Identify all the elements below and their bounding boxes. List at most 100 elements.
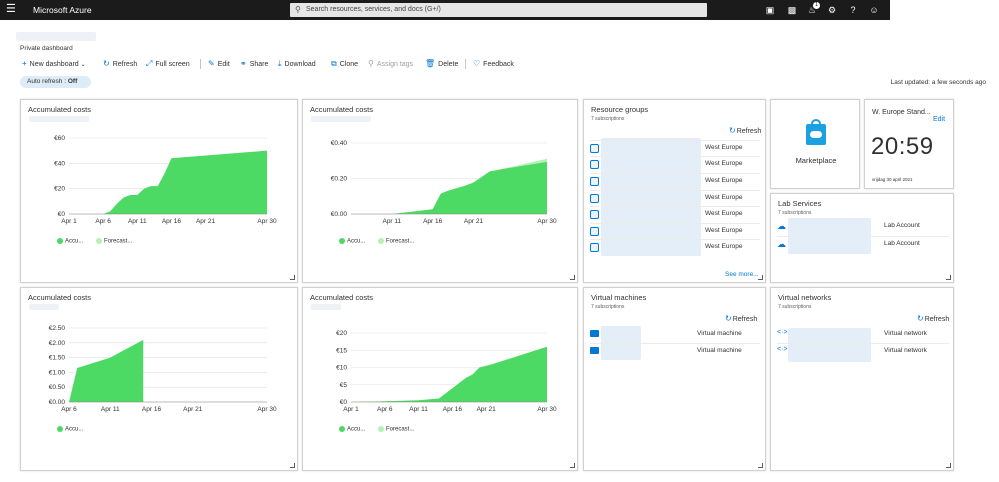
list-item[interactable]: West Europe: [590, 223, 760, 238]
toolbar-divider: [200, 59, 201, 69]
legend-actual[interactable]: Accu...: [57, 426, 83, 433]
new-dashboard-button[interactable]: + New dashboard ⌄: [22, 59, 86, 68]
list-item[interactable]: ☁ Lab Account: [777, 221, 920, 231]
clock-tile[interactable]: W. Europe Stand... Edit 20:59 vrijdag 30…: [864, 99, 954, 189]
legend-forecast[interactable]: Forecast...: [96, 238, 132, 245]
resize-handle[interactable]: [570, 275, 575, 280]
actual-area: [69, 150, 267, 214]
y-tick-label: €0.40: [331, 140, 348, 147]
scope-redacted: [311, 304, 341, 310]
tile-title: Virtual networks: [778, 293, 832, 302]
refresh-button[interactable]: ↻Refresh: [729, 126, 762, 135]
resize-handle[interactable]: [290, 275, 295, 280]
virtual-network-icon: <·>: [777, 329, 788, 336]
brand-title[interactable]: Microsoft Azure: [33, 5, 92, 15]
resource-group-icon: [590, 177, 599, 186]
y-tick-label: €2.50: [49, 325, 66, 332]
list-item[interactable]: West Europe: [590, 140, 760, 155]
search-placeholder: Search resources, services, and docs (G+…: [306, 6, 441, 13]
list-item[interactable]: <·> Virtual network: [777, 329, 927, 337]
y-tick-label: €1.00: [49, 369, 66, 376]
cost-tile-3[interactable]: Accumulated costs €2.50 €2.00 €1.50 €1.00 €0…: [20, 287, 298, 471]
y-tick-label: €0: [340, 399, 348, 406]
x-tick-label: Apr 21: [183, 406, 203, 413]
lab-services-tile[interactable]: Lab Services 7 subscriptions ☁ Lab Accoun…: [770, 193, 954, 283]
y-tick-label: €2.00: [49, 340, 66, 347]
list-item[interactable]: West Europe: [590, 173, 760, 188]
settings-icon[interactable]: ⚙: [827, 5, 837, 15]
resize-handle[interactable]: [946, 463, 951, 468]
legend-forecast[interactable]: Forecast...: [378, 426, 414, 433]
refresh-button[interactable]: ↻Refresh: [103, 59, 138, 68]
auto-refresh-toggle[interactable]: Auto refresh : Off: [20, 76, 91, 88]
actual-swatch: [57, 238, 63, 244]
see-more-link[interactable]: See more...: [725, 271, 759, 278]
x-tick-label: Apr 6: [95, 218, 111, 225]
resize-handle[interactable]: [758, 463, 763, 468]
list-item[interactable]: <·> Virtual network: [777, 343, 949, 358]
marketplace-label: Marketplace: [795, 156, 837, 165]
resource-groups-tile[interactable]: Resource groups 7 subscriptions ↻Refresh…: [583, 99, 766, 283]
notifications-icon[interactable]: ♨: [807, 5, 817, 15]
y-tick-label: €1.50: [49, 355, 66, 362]
cost-tile-4[interactable]: Accumulated costs €20 €15 €10 €5 €0 Apr 1 Apr …: [302, 287, 578, 471]
list-item[interactable]: West Europe: [590, 156, 760, 171]
legend-forecast[interactable]: Forecast...: [378, 238, 414, 245]
refresh-icon: ↻: [917, 314, 924, 323]
list-item[interactable]: West Europe: [590, 190, 760, 205]
cost-tile-2[interactable]: Accumulated costs €0.40 €0.20 €0.00 Apr 11 A…: [302, 99, 578, 283]
edit-button[interactable]: ✎ Edit: [208, 59, 230, 68]
search-input[interactable]: ⚲ Search resources, services, and docs (…: [290, 3, 707, 17]
actual-swatch: [57, 426, 63, 432]
refresh-button[interactable]: ↻Refresh: [725, 314, 758, 323]
y-tick-label: €0.00: [49, 399, 66, 406]
full-screen-button[interactable]: ⤢ Full screen: [146, 59, 190, 68]
list-item[interactable]: Virtual machine: [590, 343, 760, 358]
cost-tile-1[interactable]: Accumulated costs €60 €40 €20 €0 Apr 1 Apr 6 A…: [20, 99, 298, 283]
refresh-icon: ↻: [729, 126, 736, 135]
resource-group-icon: [590, 160, 599, 169]
legend-actual[interactable]: Accu...: [339, 238, 365, 245]
timezone-label: W. Europe Stand...: [872, 109, 931, 116]
tile-title: Accumulated costs: [28, 105, 91, 114]
resize-handle[interactable]: [290, 463, 295, 468]
share-button[interactable]: ⚭ Share: [240, 59, 269, 68]
resize-handle[interactable]: [570, 463, 575, 468]
y-tick-label: €0.50: [49, 384, 66, 391]
y-tick-label: €20: [336, 330, 347, 337]
list-item[interactable]: West Europe: [590, 206, 760, 221]
hamburger-icon[interactable]: ☰: [6, 3, 16, 15]
help-icon[interactable]: ?: [850, 5, 856, 15]
delete-button[interactable]: 🗑 Delete: [425, 59, 459, 68]
virtual-networks-tile[interactable]: Virtual networks 7 subscriptions ↻Refres…: [770, 287, 954, 471]
list-item[interactable]: West Europe: [590, 239, 760, 254]
resize-handle[interactable]: [946, 275, 951, 280]
x-tick-label: Apr 11: [128, 218, 147, 225]
cloud-shell-icon[interactable]: ▣: [765, 5, 775, 15]
assign-tags-button[interactable]: ⚲ Assign tags: [368, 59, 414, 68]
chevron-down-icon: ⌄: [80, 62, 86, 68]
list-item[interactable]: ☁ Lab Account: [777, 236, 949, 251]
search-icon: ⚲: [295, 5, 301, 14]
legend-actual[interactable]: Accu...: [339, 426, 365, 433]
edit-link[interactable]: Edit: [933, 116, 946, 123]
resize-handle[interactable]: [758, 275, 763, 280]
feedback-button[interactable]: ♡ Feedback: [473, 59, 514, 68]
refresh-button[interactable]: ↻Refresh: [917, 314, 950, 323]
marketplace-tile[interactable]: Marketplace: [770, 99, 860, 189]
resource-group-icon: [590, 227, 599, 236]
clone-button[interactable]: ⧉ Clone: [331, 59, 359, 68]
legend-actual[interactable]: Accu...: [57, 238, 83, 245]
list-item[interactable]: Virtual machine: [590, 327, 760, 342]
virtual-machines-tile[interactable]: Virtual machines 7 subscriptions ↻Refres…: [583, 287, 766, 471]
directory-filter-icon[interactable]: ▩: [787, 5, 797, 15]
names-redacted: [601, 138, 701, 256]
plus-icon: +: [22, 59, 27, 68]
actual-area: [69, 339, 144, 402]
tag-icon: ⚲: [368, 59, 374, 68]
download-button[interactable]: ⤓ Download: [278, 59, 316, 68]
actual-area: [351, 346, 547, 402]
y-tick-label: €10: [336, 365, 347, 372]
feedback-smiley-icon[interactable]: ☺: [869, 5, 879, 15]
